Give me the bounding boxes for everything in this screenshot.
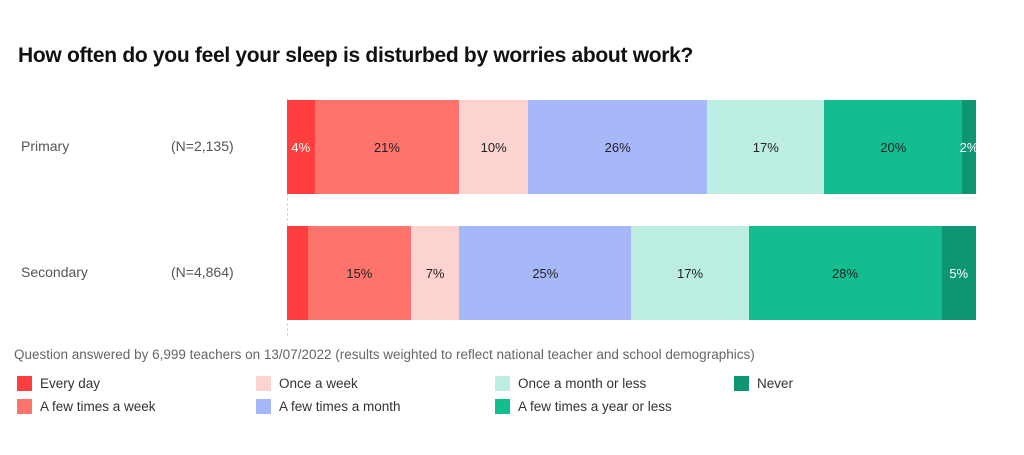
bar-segment: 15% [307,226,411,320]
bar-segment: 17% [631,226,749,320]
bar-primary: 4% 21% 10% 26% 17% 20% 2% [287,100,978,194]
legend-item-every-day: Every day [17,376,100,391]
legend-label: Never [757,376,794,391]
legend-swatch [256,376,271,391]
bar-secondary: 15% 7% 25% 17% 28% 5% [287,226,976,320]
legend-item-once-month-or-less: Once a month or less [495,376,646,391]
legend-swatch [17,376,32,391]
bar-segment: 5% [941,226,976,320]
row-sample-size: (N=2,135) [171,138,234,154]
legend-item-few-times-month: A few times a month [256,399,401,414]
row-label: Primary [21,138,70,154]
legend-item-few-times-year: A few times a year or less [495,399,672,414]
row-sample-size: (N=4,864) [171,264,234,280]
row-primary: Primary (N=2,135) [0,100,1024,194]
legend-item-once-week: Once a week [256,376,358,391]
bar-segment: 17% [707,100,825,194]
row-label: Secondary [21,264,88,280]
legend-label: A few times a week [40,399,156,414]
bar-segment: 25% [459,226,632,320]
bar-segment: 28% [748,226,942,320]
row-secondary: Secondary (N=4,864) [0,226,1024,320]
bar-segment: 4% [287,100,315,194]
legend-swatch [17,399,32,414]
legend-swatch [734,376,749,391]
baseline-axis [287,98,288,336]
bar-segment [287,226,308,320]
legend-label: Once a month or less [518,376,647,391]
legend-item-few-times-week: A few times a week [17,399,156,414]
legend-label: Every day [40,376,101,391]
legend-label: A few times a month [279,399,401,414]
legend-label: Once a week [279,376,358,391]
legend-label: A few times a year or less [518,399,672,414]
bar-segment: 20% [824,100,963,194]
chart-title: How often do you feel your sleep is dist… [18,44,694,67]
bar-segment: 21% [314,100,460,194]
bar-segment: 26% [528,100,708,194]
legend-item-never: Never [734,376,793,391]
legend-swatch [495,399,510,414]
bar-segment: 10% [459,100,529,194]
legend-swatch [256,399,271,414]
legend-swatch [495,376,510,391]
bar-segment: 2% [960,100,978,194]
bar-segment: 7% [411,226,460,320]
footnote: Question answered by 6,999 teachers on 1… [14,347,755,362]
